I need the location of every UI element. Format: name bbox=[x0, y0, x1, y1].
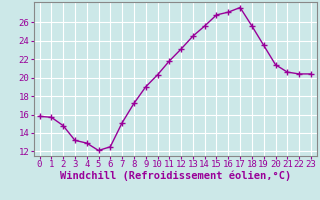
X-axis label: Windchill (Refroidissement éolien,°C): Windchill (Refroidissement éolien,°C) bbox=[60, 171, 291, 181]
